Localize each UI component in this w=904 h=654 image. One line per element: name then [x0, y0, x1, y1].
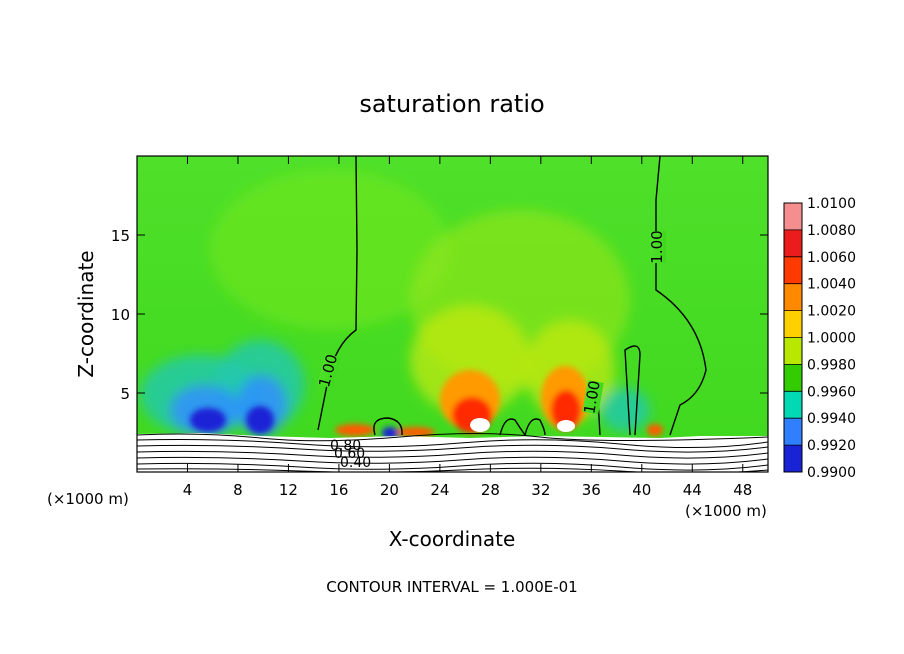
colorbar-label: 0.9940 [807, 411, 856, 427]
contour-label: 0.80 [330, 438, 361, 454]
colorbar-swatch [784, 364, 802, 392]
x-tick-label: 24 [430, 481, 449, 499]
colorbar-swatch [784, 418, 802, 446]
colorbar-label: 1.0040 [807, 277, 856, 293]
contour-label-group: 1.00 1.00 1.00 0.80 0.60 0.40 [315, 230, 666, 471]
y-axis-label: Z-coordinate [74, 250, 98, 377]
colorbar-label: 1.0000 [807, 331, 856, 347]
field-regions [140, 170, 650, 435]
colorbar-label: 1.0020 [807, 304, 856, 320]
x-tick-label: 16 [329, 481, 348, 499]
colorbar-label: 0.9960 [807, 384, 856, 400]
x-tick-label: 8 [233, 481, 243, 499]
colorbar-swatch [784, 256, 802, 284]
contour-interval-footer: CONTOUR INTERVAL = 1.000E-01 [326, 578, 577, 596]
colorbar-swatch [784, 445, 802, 472]
white-core [557, 420, 575, 432]
colorbar-label: 0.9980 [807, 357, 856, 373]
contour-label: 0.40 [340, 455, 371, 471]
colorbar-label: 1.0060 [807, 250, 856, 266]
y-tick-label: 5 [120, 385, 130, 403]
x-tick-label: 12 [279, 481, 298, 499]
colorbar-swatch [784, 337, 802, 365]
terrain-lines [137, 433, 768, 472]
colorbar: 1.0100 1.0080 1.0060 1.0040 1.0020 1.0000 0.99… [783, 196, 856, 481]
x-axis-label: X-coordinate [389, 527, 516, 551]
colorbar-label: 0.9900 [807, 465, 856, 481]
x-axis-unit-left: (×1000 m) [47, 490, 129, 508]
contour-label: 0.60 [334, 446, 365, 462]
colorbar-label: 1.0080 [807, 223, 856, 239]
contour-label: 1.00 [580, 379, 604, 415]
plot-area [137, 156, 768, 472]
x-tick-label: 48 [733, 481, 752, 499]
colorbar-swatch [784, 310, 802, 338]
x-axis: 4 8 12 16 20 24 28 32 36 40 44 48 [183, 156, 752, 499]
x-tick-label: 32 [531, 481, 550, 499]
colorbar-swatch [784, 203, 802, 230]
colorbar-swatch [784, 391, 802, 419]
colorbar-swatch [784, 229, 802, 257]
white-core [470, 418, 490, 432]
colorbar-label: 1.0100 [807, 196, 856, 212]
y-axis: 5 10 15 [111, 227, 768, 403]
x-tick-label: 36 [582, 481, 601, 499]
x-tick-label: 20 [380, 481, 399, 499]
y-tick-label: 10 [111, 306, 130, 324]
x-tick-label: 40 [632, 481, 651, 499]
chart-title: saturation ratio [359, 90, 544, 118]
colorbar-swatch [784, 283, 802, 311]
x-tick-label: 4 [183, 481, 193, 499]
field-cores [190, 366, 663, 439]
y-tick-label: 15 [111, 227, 130, 245]
x-axis-unit-right: (×1000 m) [685, 502, 767, 520]
x-tick-label: 44 [683, 481, 702, 499]
contour-label: 1.00 [648, 230, 666, 263]
x-tick-label: 28 [481, 481, 500, 499]
colorbar-label: 0.9920 [807, 438, 856, 454]
